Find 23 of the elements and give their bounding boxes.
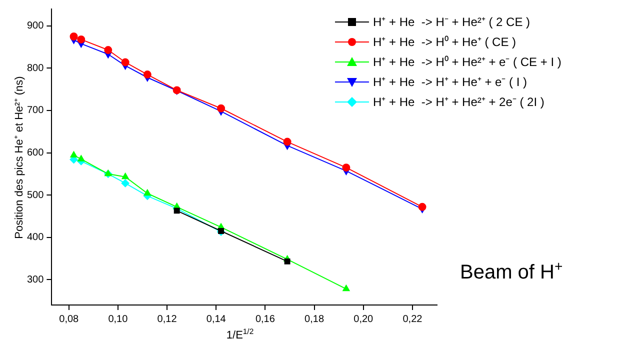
x-tick-label: 0,16 — [255, 314, 276, 325]
legend-label: H⁺ + He -> H⁰ + He²⁺ + e⁻ ( CE + I ) — [373, 54, 562, 71]
y-tick-label: 400 — [26, 232, 44, 244]
y-tick-label: 900 — [26, 20, 44, 32]
y-tick-label: 300 — [26, 274, 44, 286]
y-tick-label: 800 — [26, 62, 44, 74]
x-tick-label: 0,10 — [108, 314, 128, 325]
x-axis-title: 1/E$^{1/2}$ — [225, 327, 255, 342]
x-tick-label: 0,08 — [59, 314, 80, 325]
legend-label: H⁺ + He -> H⁺ + He⁺ + e⁻ ( I ) — [373, 74, 528, 91]
x-tick-label: 0,20 — [354, 314, 374, 325]
x-tick-label: 0,18 — [304, 314, 324, 325]
text: Beam of H$^{+}$ — [460, 258, 563, 285]
x-tick-label: 0,14 — [206, 314, 226, 325]
y-tick-label: 600 — [26, 148, 44, 159]
x-tick-label: 0,22 — [402, 314, 423, 325]
y-axis-title: Position des pics He⁺ et He²⁺ (ns) — [12, 75, 26, 241]
y-tick-label: 500 — [26, 190, 44, 201]
legend-label: H⁺ + He -> H⁻ + He²⁺ ( 2 CE ) — [373, 14, 530, 31]
legend-label: H⁺ + He -> H⁰ + He⁺ ( CE ) — [373, 34, 516, 51]
y-tick-label: 700 — [26, 105, 44, 116]
x-tick-label: 0,12 — [157, 314, 178, 325]
legend-label: H⁺ + He -> H⁺ + He²⁺ + 2e⁻ ( 2I ) — [373, 94, 544, 111]
